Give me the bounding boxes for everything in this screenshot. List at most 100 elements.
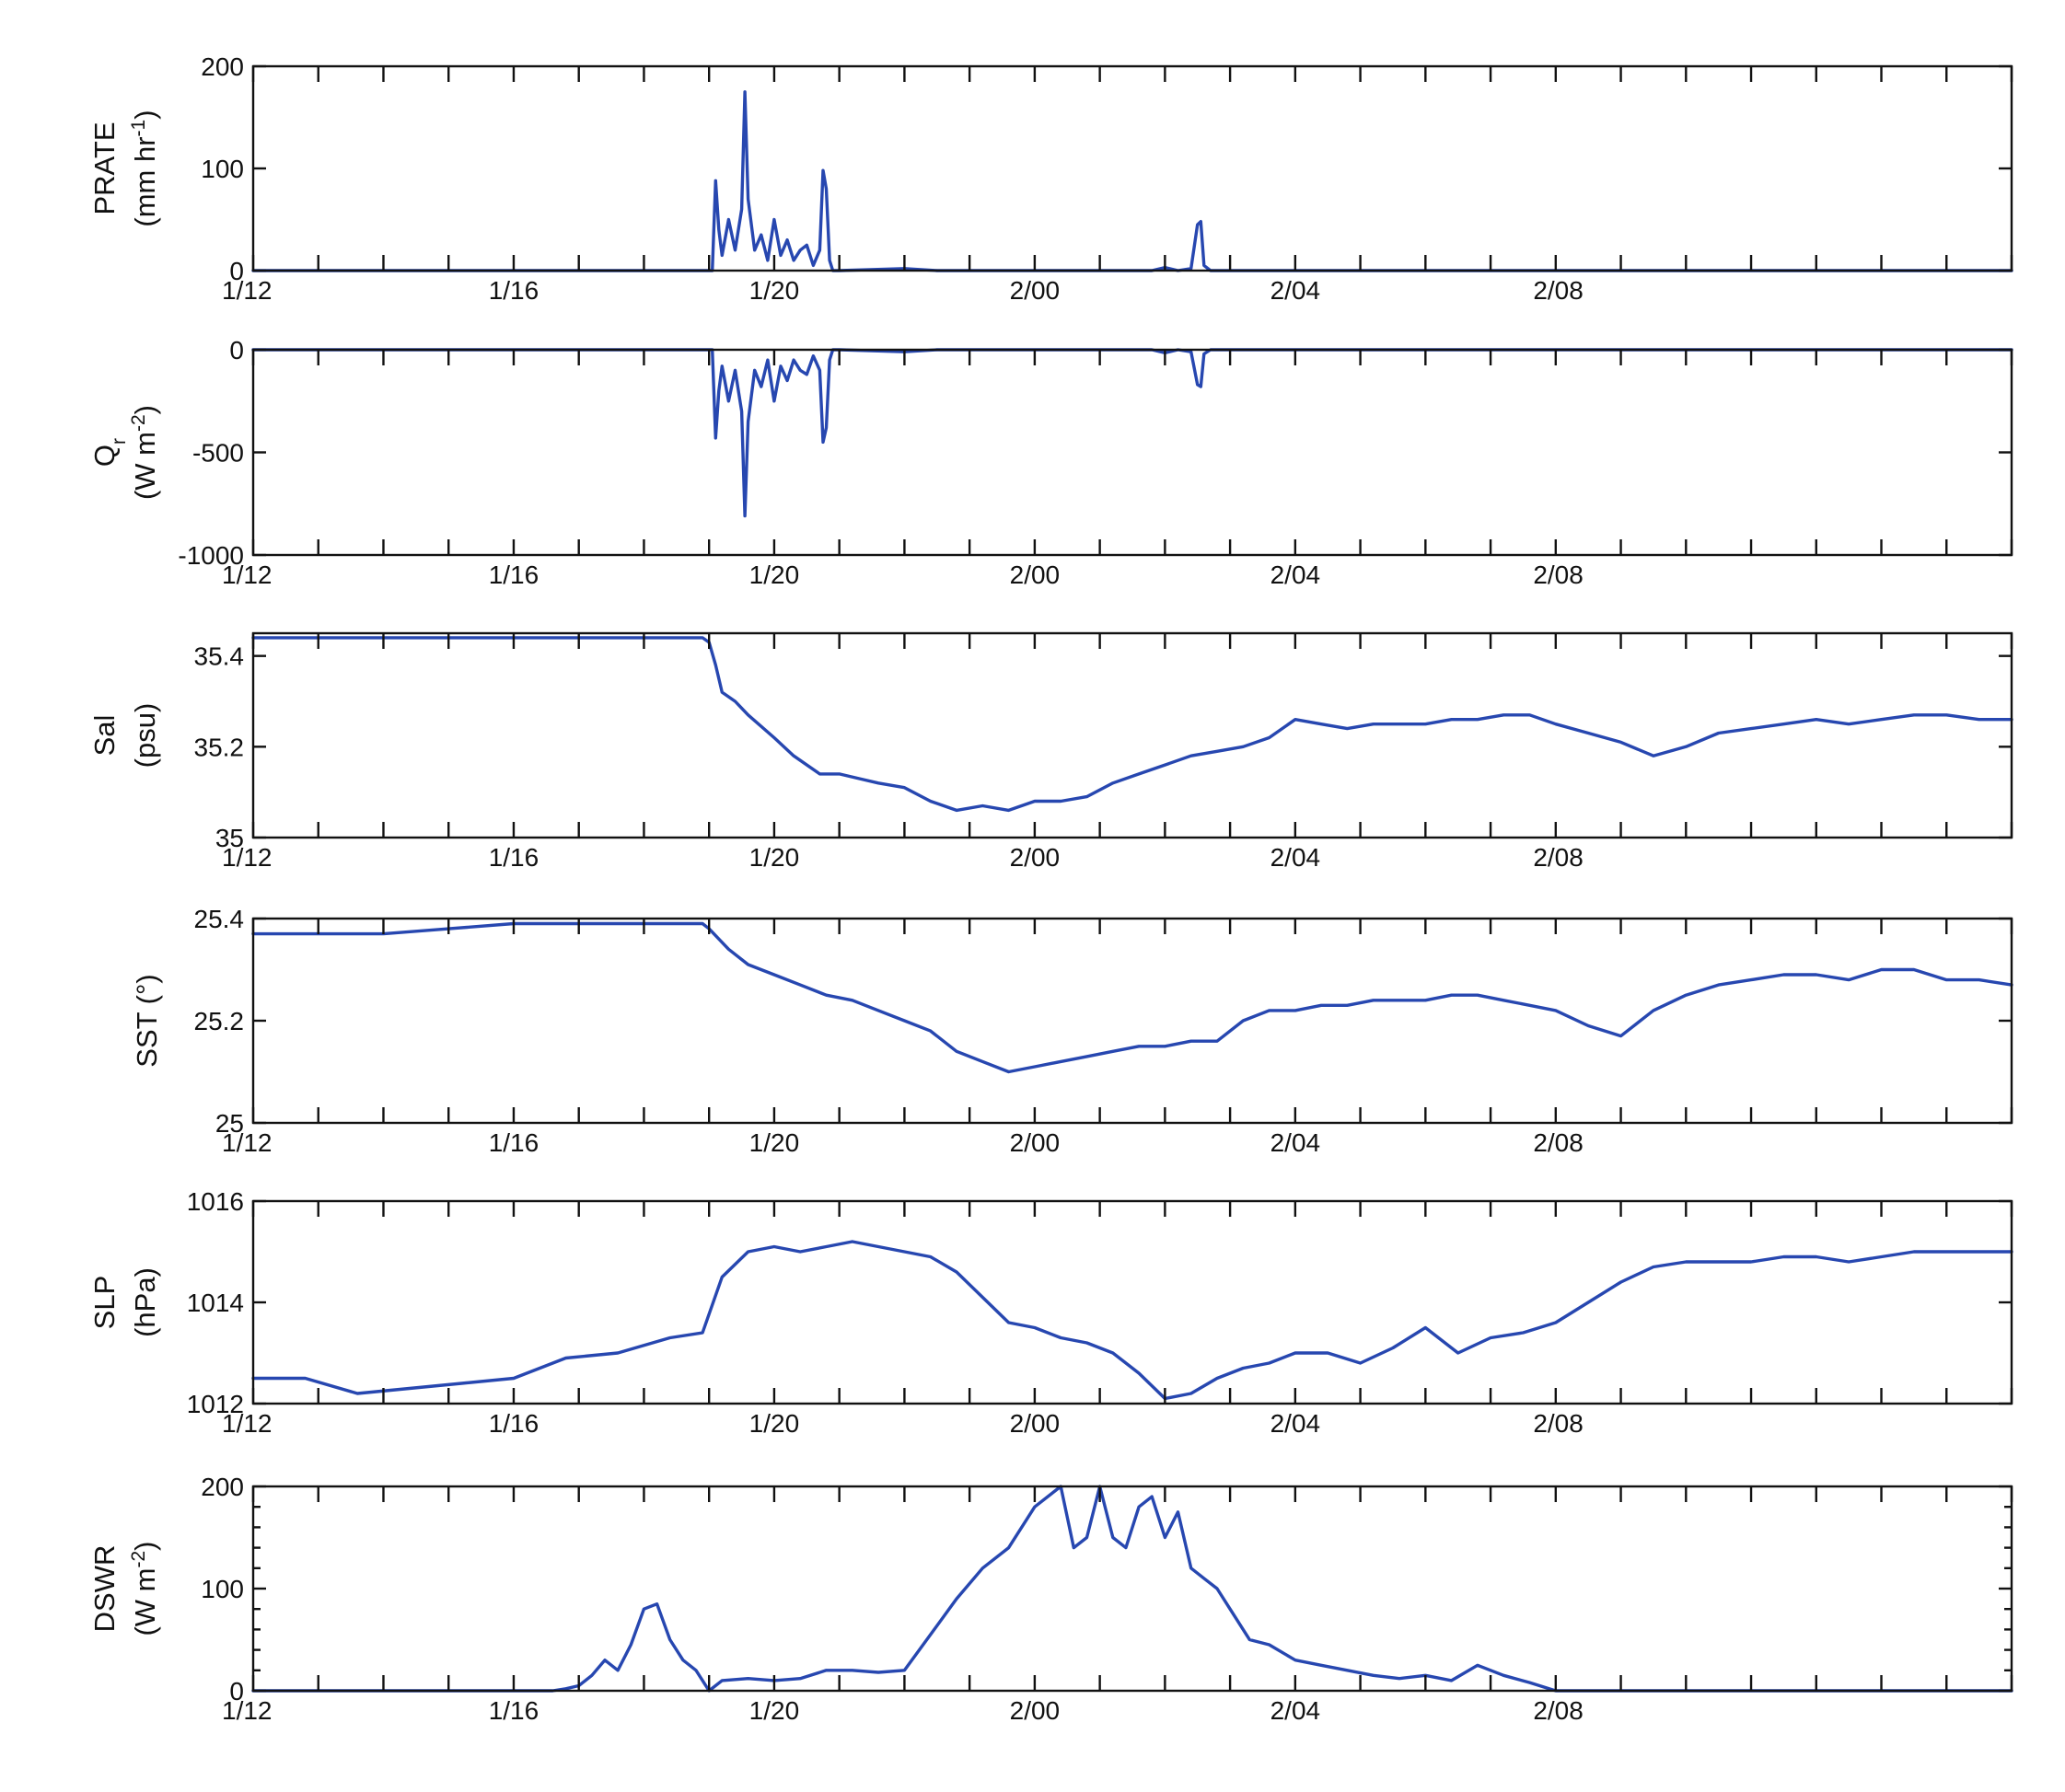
x-tick-label: 2/04 [1270,1409,1321,1438]
panel-2: 1/12 1/16 1/20 2/00 2/04 2/08 -1000 -500 0 Qr (W m… [88,336,2013,589]
y-axis-label: Qr (W m-2) [88,405,161,500]
y-tick-label: 35.2 [194,733,245,761]
x-tick-label: 2/04 [1270,276,1321,305]
svg-text:SLP: SLP [88,1276,121,1330]
x-tick-label: 1/12 [222,1128,273,1157]
y-axis-label-part: ) [129,110,161,119]
y-axis-label-part: (W m [129,432,161,500]
y-tick-label: 25.4 [194,905,245,933]
y-tick-label: 200 [201,52,244,81]
series-line [251,1485,2013,1693]
y-tick-label: 0 [229,257,244,285]
y-tick-label: -500 [192,439,244,468]
svg-text:Sal: Sal [88,715,121,757]
x-tick-label: 2/00 [1010,843,1061,872]
x-tick-label: 2/08 [1533,561,1584,589]
x-tick-label: 1/20 [749,1409,800,1438]
x-tick-label: 2/08 [1533,1128,1584,1157]
panel-3: 1/12 1/16 1/20 2/00 2/04 2/08 35 35.2 35.4 Sal (ps… [88,631,2013,872]
y-axis-label: DSWR (W m-2) [88,1541,161,1636]
y-axis-label-part: r [109,438,130,445]
y-axis-label-part: ) [129,1541,161,1550]
y-axis-label-part: -2 [128,1551,149,1568]
y-tick-label: 1016 [187,1187,244,1216]
series-line [251,348,2013,518]
x-tick-label: 2/00 [1010,276,1061,305]
x-tick-label: 2/08 [1533,1696,1584,1725]
x-tick-label: 1/12 [222,276,273,305]
y-tick-label: 25 [215,1109,244,1138]
y-axis-label-part: DSWR [88,1545,121,1633]
x-tick-label: 2/00 [1010,1409,1061,1438]
y-tick-label: 200 [201,1473,244,1501]
svg-text:SST (°): SST (°) [131,974,163,1067]
panel-1: 1/12 1/16 1/20 2/00 2/04 2/08 0 100 200 PRATE (mm … [88,52,2013,305]
series-line [251,921,2013,1074]
x-tick-label: 2/08 [1533,1409,1584,1438]
axes-frame [251,1199,2013,1405]
panel-5: 1/12 1/16 1/20 2/00 2/04 2/08 1012 1014 1016 SLP(… [88,1187,2013,1438]
x-tick-label: 1/16 [489,561,539,589]
panel-6: 1/12 1/16 1/20 2/00 2/04 2/08 0 100 200 DSWR (W m-… [88,1473,2013,1725]
x-tick-label: 2/04 [1270,1696,1321,1725]
x-tick-label: 2/08 [1533,276,1584,305]
svg-text:(W m-2): (W m-2) [128,1541,162,1636]
y-axis-label-part: SST (°) [131,974,163,1067]
x-tick-label: 1/20 [749,843,800,872]
y-axis-label-part: ) [129,405,161,414]
y-axis-label-part: PRATE [88,121,121,214]
y-tick-label: -1000 [178,541,244,570]
svg-text:(psu): (psu) [129,703,161,769]
y-axis-label-part: (hPa) [129,1267,161,1337]
svg-text:(mm hr-1): (mm hr-1) [128,110,162,226]
svg-text:DSWR: DSWR [88,1545,121,1633]
y-tick-label: 1014 [187,1289,244,1317]
axes-frame [251,1485,2013,1693]
svg-text:(hPa): (hPa) [129,1267,161,1337]
x-tick-label: 2/04 [1270,1128,1321,1157]
y-tick-label: 35 [215,824,244,852]
svg-text:(W m-2): (W m-2) [128,405,162,500]
x-tick-label: 2/08 [1533,843,1584,872]
x-tick-label: 2/00 [1010,1696,1061,1725]
x-tick-label: 1/16 [489,843,539,872]
x-tick-label: 1/20 [749,276,800,305]
svg-text:Qr: Qr [88,438,130,467]
y-axis-label: SLP (hPa) [88,1267,161,1337]
axes-frame [251,348,2013,557]
x-tick-label: 1/16 [489,1696,539,1725]
y-axis-label: SST (°) [131,974,163,1067]
y-axis-label: PRATE (mm hr-1) [88,110,161,226]
x-tick-label: 1/16 [489,276,539,305]
x-tick-label: 1/12 [222,1409,273,1438]
svg-text:PRATE: PRATE [88,121,121,214]
x-tick-label: 1/12 [222,1696,273,1725]
y-axis-label-part: Q [88,445,121,467]
x-tick-label: 1/12 [222,561,273,589]
y-axis-label-part: (psu) [129,703,161,769]
y-axis-label-part: SLP [88,1276,121,1330]
x-tick-label: 2/04 [1270,843,1321,872]
y-axis-label: Sal (psu) [88,703,161,769]
y-tick-label: 100 [201,1575,244,1603]
panel-4: 1/12 1/16 1/20 2/00 2/04 2/08 25 25.2 25.4 SST (°… [131,905,2013,1157]
y-tick-label: 0 [229,1677,244,1705]
y-tick-label: 1012 [187,1390,244,1418]
x-tick-label: 2/04 [1270,561,1321,589]
y-axis-label-part: -1 [128,120,149,137]
y-axis-label-part: (mm hr [129,136,161,226]
axes-frame [251,64,2013,272]
y-tick-label: 0 [229,336,244,364]
x-tick-label: 2/00 [1010,1128,1061,1157]
x-tick-label: 1/20 [749,1696,800,1725]
series-line [251,90,2013,272]
axes-frame [251,917,2013,1125]
x-tick-label: 1/20 [749,561,800,589]
y-axis-label-part: -2 [128,414,149,432]
y-tick-label: 25.2 [194,1007,245,1035]
series-line [251,1240,2013,1401]
y-axis-label-part: Sal [88,715,121,757]
y-axis-label-part: (W m [129,1567,161,1636]
x-tick-label: 1/16 [489,1409,539,1438]
